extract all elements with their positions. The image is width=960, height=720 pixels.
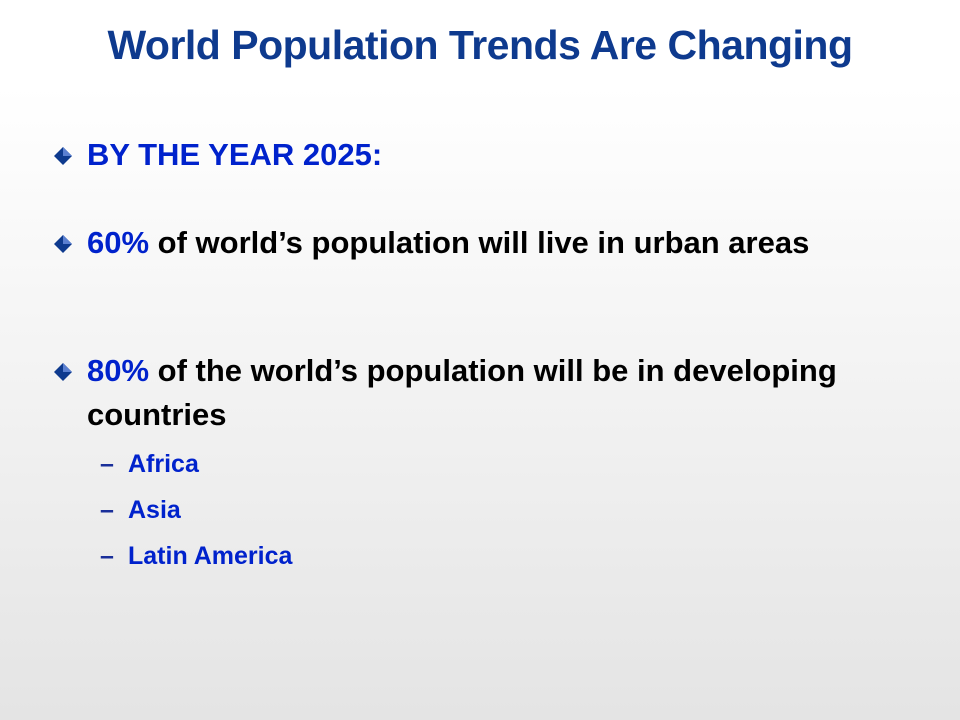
bullet-highlight: BY THE YEAR 2025: bbox=[87, 137, 383, 172]
sub-bullet-asia: – Asia bbox=[100, 493, 181, 527]
bullet-highlight: 80% bbox=[87, 353, 150, 388]
dash-marker: – bbox=[100, 496, 114, 524]
bullet-rest: of world’s population will live in urban… bbox=[149, 225, 810, 260]
bullet-text: BY THE YEAR 2025: bbox=[87, 133, 867, 177]
dash-marker: – bbox=[100, 450, 114, 478]
bullet-highlight: 60% bbox=[87, 225, 150, 260]
sub-bullet-label: Asia bbox=[128, 496, 181, 524]
diamond-bullet-icon bbox=[54, 147, 72, 165]
bullet-rest: of the world’s population will be in dev… bbox=[87, 353, 837, 432]
bullet-text: 60% of world’s population will live in u… bbox=[87, 221, 867, 265]
sub-bullet-label: Latin America bbox=[128, 542, 293, 570]
bullet-text: 80% of the world’s population will be in… bbox=[87, 349, 867, 437]
sub-bullet-latin-america: – Latin America bbox=[100, 539, 292, 573]
sub-bullet-africa: – Africa bbox=[100, 447, 199, 481]
diamond-bullet-icon bbox=[54, 235, 72, 253]
dash-marker: – bbox=[100, 542, 114, 570]
diamond-bullet-icon bbox=[54, 363, 72, 381]
slide-title: World Population Trends Are Changing bbox=[107, 22, 853, 68]
sub-bullet-label: Africa bbox=[128, 450, 199, 478]
